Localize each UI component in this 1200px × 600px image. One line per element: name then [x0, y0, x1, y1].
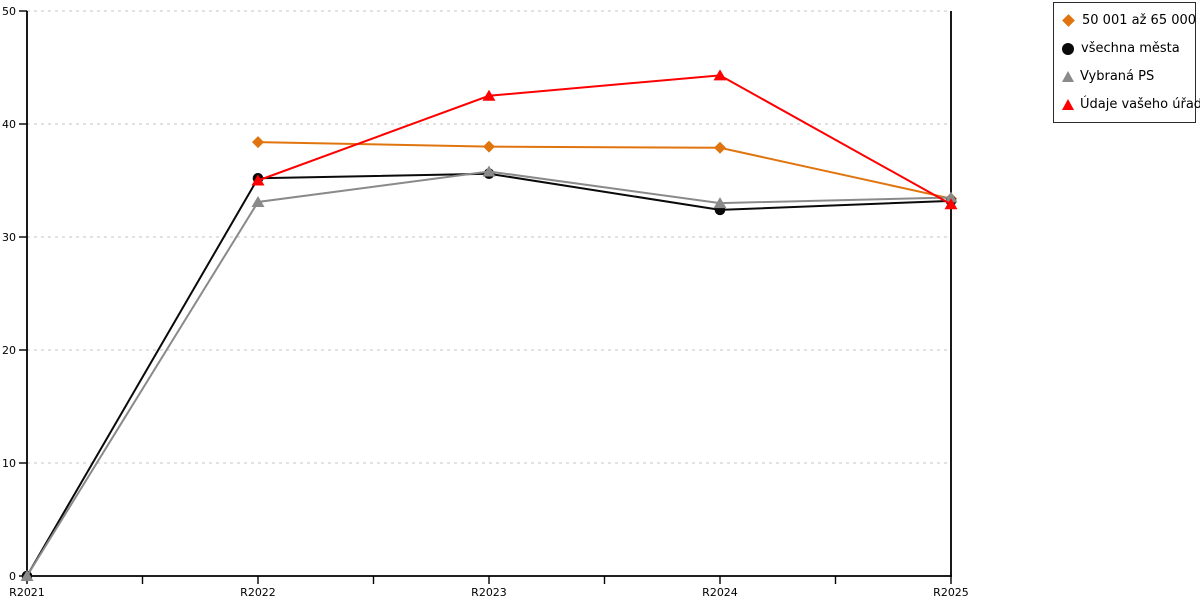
- data-point: [944, 198, 958, 210]
- legend-item-udaje-vaseho-uradu: Údaje vašeho úřadu: [1062, 97, 1200, 112]
- data-point: [252, 136, 264, 149]
- series-line-2: [26, 170, 952, 577]
- triangle-icon: [1062, 98, 1074, 110]
- y-tick-label: 50: [2, 5, 16, 18]
- y-tick-label: 0: [9, 570, 16, 583]
- data-point: [944, 191, 958, 203]
- data-point: [482, 165, 496, 177]
- legend-item-vsechna-mesta: všechna města: [1062, 41, 1195, 56]
- series-line-1: [26, 172, 952, 577]
- y-tick-label: 40: [2, 118, 16, 131]
- legend: 50 001 až 65 000 všechna města Vybraná P…: [1053, 2, 1200, 123]
- data-point: [251, 195, 265, 207]
- y-tick-label: 10: [2, 457, 16, 470]
- data-point: [713, 197, 727, 209]
- legend-label: Vybraná PS: [1080, 68, 1155, 84]
- data-point: [713, 69, 727, 81]
- legend-item-50001-az-65000: 50 001 až 65 000: [1062, 13, 1197, 29]
- series-line-3: [257, 74, 952, 206]
- y-tick-label: 30: [2, 231, 16, 244]
- data-point: [20, 570, 34, 581]
- x-tick-label: R2023: [471, 586, 507, 599]
- data-point: [482, 89, 496, 101]
- series-line-0: [257, 141, 952, 200]
- x-tick-label: R2025: [933, 586, 969, 599]
- diamond-icon: [1062, 14, 1075, 28]
- triangle-icon: [1062, 70, 1074, 82]
- x-tick-label: R2021: [9, 586, 45, 599]
- data-point: [251, 174, 265, 186]
- data-point: [714, 141, 726, 154]
- legend-label: 50 001 až 65 000: [1082, 13, 1197, 29]
- legend-item-vybrana-ps: Vybraná PS: [1062, 69, 1195, 84]
- legend-label: Údaje vašeho úřadu: [1080, 96, 1200, 112]
- data-point: [483, 140, 495, 153]
- legend-label: všechna města: [1081, 41, 1180, 57]
- y-tick-label: 20: [2, 344, 16, 357]
- circle-icon: [1062, 42, 1074, 55]
- x-tick-label: R2024: [702, 586, 738, 599]
- x-tick-label: R2022: [240, 586, 276, 599]
